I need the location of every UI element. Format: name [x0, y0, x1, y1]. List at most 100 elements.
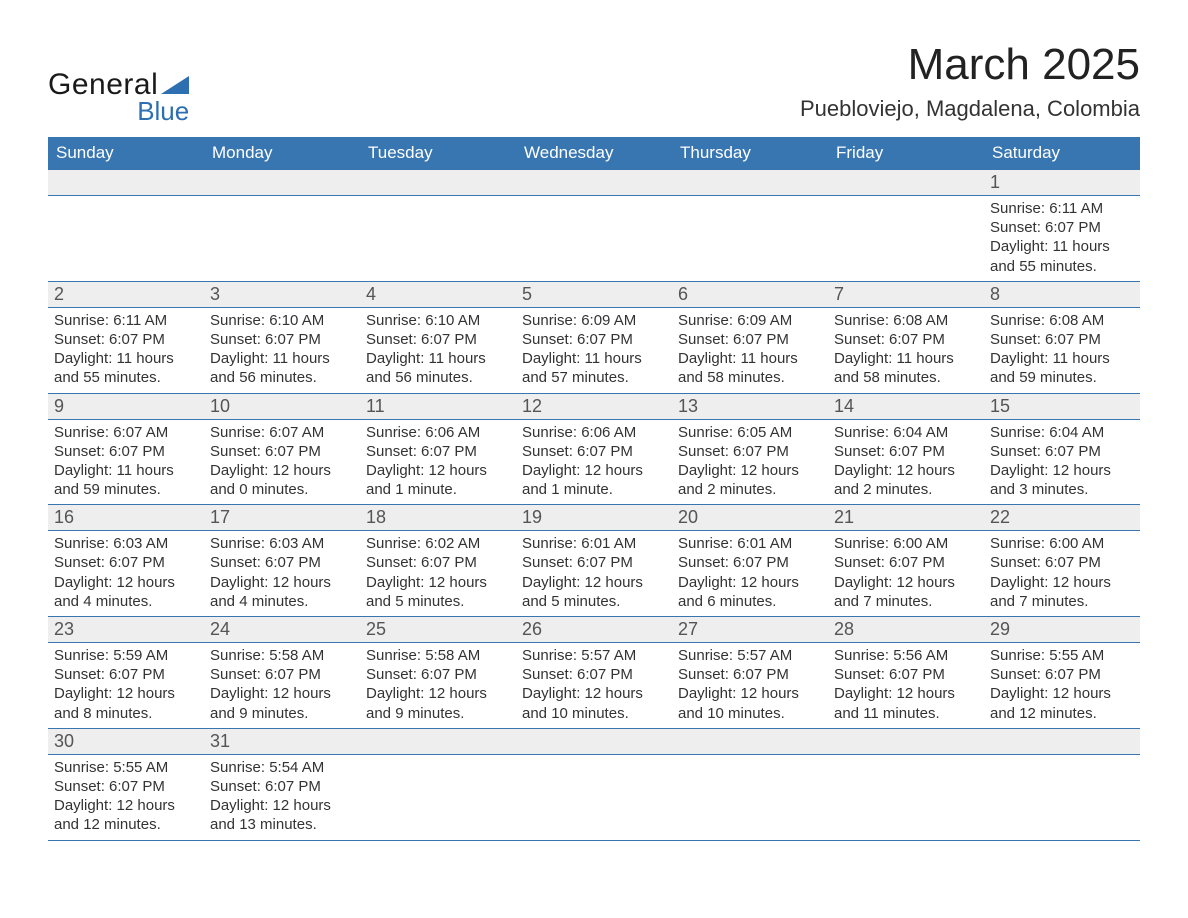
day-number: 14	[828, 394, 984, 419]
day-cell-data: Sunrise: 6:11 AMSunset: 6:07 PMDaylight:…	[984, 196, 1140, 282]
weekday-header: Tuesday	[360, 137, 516, 170]
day-cell-number: 16	[48, 505, 204, 531]
sunset-text: Sunset: 6:07 PM	[990, 442, 1134, 461]
sunrise-text: Sunrise: 5:55 AM	[54, 758, 198, 777]
sunset-text: Sunset: 6:07 PM	[54, 777, 198, 796]
sunrise-text: Sunrise: 5:54 AM	[210, 758, 354, 777]
day-data	[204, 196, 360, 216]
daylight-text: Daylight: 12 hours and 6 minutes.	[678, 573, 822, 611]
day-cell-data: Sunrise: 6:06 AMSunset: 6:07 PMDaylight:…	[360, 419, 516, 505]
day-cell-number	[516, 728, 672, 754]
day-number: 9	[48, 394, 204, 419]
day-cell-data: Sunrise: 6:08 AMSunset: 6:07 PMDaylight:…	[984, 307, 1140, 393]
daylight-text: Daylight: 11 hours and 59 minutes.	[54, 461, 198, 499]
daylight-text: Daylight: 12 hours and 5 minutes.	[522, 573, 666, 611]
day-data: Sunrise: 6:03 AMSunset: 6:07 PMDaylight:…	[48, 531, 204, 616]
day-data: Sunrise: 6:07 AMSunset: 6:07 PMDaylight:…	[48, 420, 204, 505]
sunrise-text: Sunrise: 5:57 AM	[522, 646, 666, 665]
day-number: 13	[672, 394, 828, 419]
day-cell-number: 20	[672, 505, 828, 531]
sunrise-text: Sunrise: 5:58 AM	[366, 646, 510, 665]
day-cell-number	[672, 170, 828, 196]
sunrise-text: Sunrise: 5:56 AM	[834, 646, 978, 665]
day-number: 15	[984, 394, 1140, 419]
sunset-text: Sunset: 6:07 PM	[990, 218, 1134, 237]
day-data: Sunrise: 6:08 AMSunset: 6:07 PMDaylight:…	[828, 308, 984, 393]
day-cell-data	[828, 754, 984, 840]
day-cell-data: Sunrise: 6:09 AMSunset: 6:07 PMDaylight:…	[516, 307, 672, 393]
day-cell-data: Sunrise: 6:00 AMSunset: 6:07 PMDaylight:…	[984, 531, 1140, 617]
day-number: 17	[204, 505, 360, 530]
day-cell-number: 10	[204, 393, 360, 419]
day-number: 29	[984, 617, 1140, 642]
day-cell-data: Sunrise: 6:08 AMSunset: 6:07 PMDaylight:…	[828, 307, 984, 393]
sunrise-text: Sunrise: 6:06 AM	[366, 423, 510, 442]
day-data: Sunrise: 5:54 AMSunset: 6:07 PMDaylight:…	[204, 755, 360, 840]
daydata-row: Sunrise: 6:11 AMSunset: 6:07 PMDaylight:…	[48, 307, 1140, 393]
daylight-text: Daylight: 12 hours and 7 minutes.	[990, 573, 1134, 611]
daylight-text: Daylight: 12 hours and 2 minutes.	[834, 461, 978, 499]
day-cell-data	[672, 754, 828, 840]
daylight-text: Daylight: 12 hours and 12 minutes.	[990, 684, 1134, 722]
sunset-text: Sunset: 6:07 PM	[990, 553, 1134, 572]
day-number	[984, 729, 1140, 751]
day-cell-number	[828, 728, 984, 754]
day-number: 18	[360, 505, 516, 530]
daynum-row: 1	[48, 170, 1140, 196]
day-number: 8	[984, 282, 1140, 307]
sunrise-text: Sunrise: 5:59 AM	[54, 646, 198, 665]
sunset-text: Sunset: 6:07 PM	[834, 553, 978, 572]
day-cell-data: Sunrise: 6:05 AMSunset: 6:07 PMDaylight:…	[672, 419, 828, 505]
day-data	[48, 196, 204, 216]
sunset-text: Sunset: 6:07 PM	[210, 665, 354, 684]
day-cell-number: 3	[204, 281, 360, 307]
day-number: 2	[48, 282, 204, 307]
day-data: Sunrise: 6:01 AMSunset: 6:07 PMDaylight:…	[516, 531, 672, 616]
sunrise-text: Sunrise: 6:11 AM	[990, 199, 1134, 218]
day-data: Sunrise: 6:08 AMSunset: 6:07 PMDaylight:…	[984, 308, 1140, 393]
day-cell-data	[516, 196, 672, 282]
day-cell-number: 18	[360, 505, 516, 531]
day-data: Sunrise: 5:55 AMSunset: 6:07 PMDaylight:…	[48, 755, 204, 840]
sunrise-text: Sunrise: 6:05 AM	[678, 423, 822, 442]
day-cell-number	[828, 170, 984, 196]
day-number: 6	[672, 282, 828, 307]
day-data: Sunrise: 6:02 AMSunset: 6:07 PMDaylight:…	[360, 531, 516, 616]
day-number: 20	[672, 505, 828, 530]
daylight-text: Daylight: 12 hours and 4 minutes.	[210, 573, 354, 611]
day-cell-number	[672, 728, 828, 754]
day-number: 7	[828, 282, 984, 307]
day-cell-number	[360, 728, 516, 754]
daylight-text: Daylight: 11 hours and 58 minutes.	[678, 349, 822, 387]
sunrise-text: Sunrise: 6:10 AM	[210, 311, 354, 330]
daylight-text: Daylight: 11 hours and 59 minutes.	[990, 349, 1134, 387]
day-cell-data: Sunrise: 6:03 AMSunset: 6:07 PMDaylight:…	[204, 531, 360, 617]
day-number: 12	[516, 394, 672, 419]
day-number	[204, 170, 360, 192]
day-data: Sunrise: 6:10 AMSunset: 6:07 PMDaylight:…	[360, 308, 516, 393]
daylight-text: Daylight: 12 hours and 12 minutes.	[54, 796, 198, 834]
daylight-text: Daylight: 11 hours and 55 minutes.	[54, 349, 198, 387]
day-number: 31	[204, 729, 360, 754]
day-number: 28	[828, 617, 984, 642]
day-cell-data: Sunrise: 6:01 AMSunset: 6:07 PMDaylight:…	[516, 531, 672, 617]
sunset-text: Sunset: 6:07 PM	[990, 665, 1134, 684]
daynum-row: 16171819202122	[48, 505, 1140, 531]
daylight-text: Daylight: 12 hours and 7 minutes.	[834, 573, 978, 611]
daylight-text: Daylight: 12 hours and 8 minutes.	[54, 684, 198, 722]
day-data: Sunrise: 5:57 AMSunset: 6:07 PMDaylight:…	[672, 643, 828, 728]
sunset-text: Sunset: 6:07 PM	[366, 553, 510, 572]
sunrise-text: Sunrise: 6:08 AM	[834, 311, 978, 330]
daydata-row: Sunrise: 6:03 AMSunset: 6:07 PMDaylight:…	[48, 531, 1140, 617]
daynum-row: 9101112131415	[48, 393, 1140, 419]
day-data: Sunrise: 6:09 AMSunset: 6:07 PMDaylight:…	[672, 308, 828, 393]
day-cell-data: Sunrise: 5:58 AMSunset: 6:07 PMDaylight:…	[204, 643, 360, 729]
sunrise-text: Sunrise: 6:09 AM	[522, 311, 666, 330]
sunrise-text: Sunrise: 6:08 AM	[990, 311, 1134, 330]
sunset-text: Sunset: 6:07 PM	[834, 665, 978, 684]
sunrise-text: Sunrise: 6:03 AM	[210, 534, 354, 553]
day-cell-data: Sunrise: 6:10 AMSunset: 6:07 PMDaylight:…	[204, 307, 360, 393]
sunrise-text: Sunrise: 6:00 AM	[834, 534, 978, 553]
day-data: Sunrise: 5:55 AMSunset: 6:07 PMDaylight:…	[984, 643, 1140, 728]
day-cell-data: Sunrise: 6:02 AMSunset: 6:07 PMDaylight:…	[360, 531, 516, 617]
